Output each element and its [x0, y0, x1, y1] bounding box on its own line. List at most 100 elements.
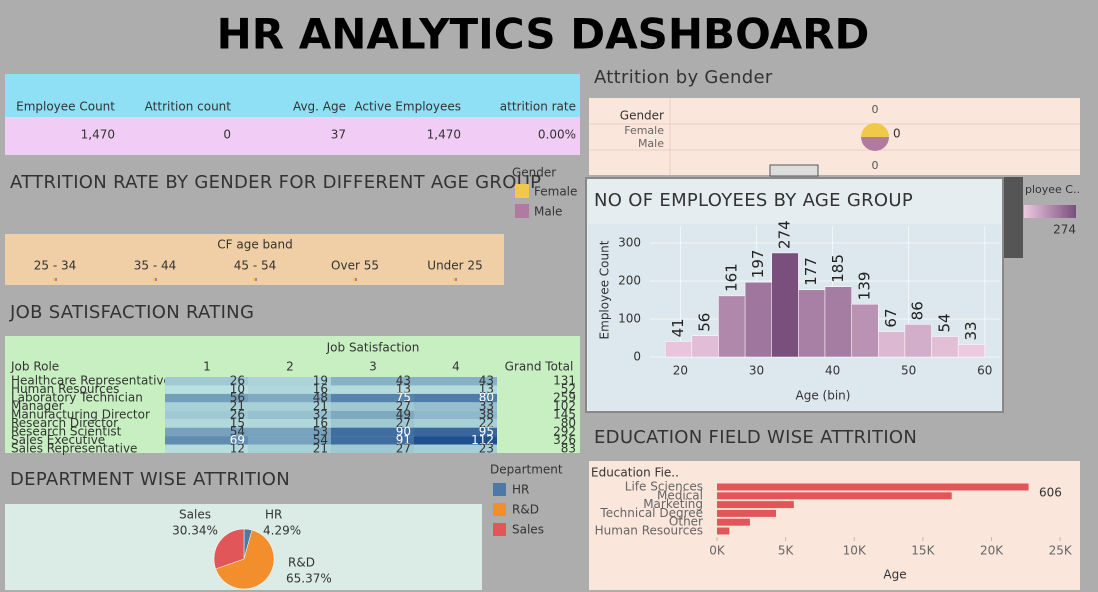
- heat-cell: [331, 377, 414, 386]
- bar: [931, 336, 959, 358]
- legend-swatch: [493, 483, 506, 496]
- x-tick-label: 30: [749, 364, 764, 378]
- x-tick-label: 5K: [778, 544, 795, 558]
- y-tick-label: 300: [618, 236, 641, 250]
- kpi-label: Active Employees: [354, 100, 461, 114]
- cell-label: 23: [479, 441, 494, 455]
- cell-label: 21: [313, 441, 328, 455]
- data-label: 139: [855, 272, 873, 301]
- legend-label: HR: [512, 483, 529, 497]
- total-label: 80: [561, 416, 576, 430]
- category-label: 35 - 44: [134, 259, 177, 273]
- legend-swatch: [493, 523, 506, 536]
- dot: [255, 278, 257, 281]
- heat-cell: [414, 402, 497, 411]
- legend-label: Male: [534, 205, 562, 219]
- heat-cell: [248, 427, 331, 437]
- x-tick-label: 20K: [980, 544, 1004, 558]
- data-label: 274: [776, 220, 794, 249]
- pie-slice: [215, 529, 275, 590]
- category-label: Under 25: [427, 259, 482, 273]
- toolbar: [1004, 177, 1023, 258]
- bar: [717, 527, 730, 535]
- kpi-values: [5, 117, 580, 155]
- row-label: Male: [638, 137, 664, 150]
- column-label: Grand Total: [505, 360, 574, 374]
- cell-label: 13: [396, 382, 411, 396]
- heat-cell: [414, 436, 497, 445]
- category-label: Technical Degree: [599, 506, 703, 520]
- y-tick-label: 0: [633, 350, 641, 364]
- cell-label: 21: [313, 399, 328, 413]
- row-label: Research Scientist: [11, 424, 122, 438]
- bar: [664, 341, 693, 358]
- cell-label: 95: [479, 424, 494, 438]
- x-tick-label: 0K: [709, 544, 726, 558]
- dot: [253, 278, 255, 281]
- kpi-label: Avg. Age: [293, 100, 346, 114]
- cell-label: 27: [396, 441, 411, 455]
- data-label: 197: [749, 250, 767, 279]
- slice-name: R&D: [288, 556, 315, 570]
- kpi-label: attrition rate: [500, 100, 576, 114]
- cell-label: 56: [230, 391, 245, 405]
- bar: [717, 518, 750, 526]
- row-header: Gender: [620, 109, 664, 123]
- chart-title: NO OF EMPLOYEES BY AGE GROUP: [594, 190, 913, 211]
- y-tick-label: 100: [618, 312, 641, 326]
- column-label: 3: [369, 360, 377, 374]
- total-label: 131: [553, 374, 576, 388]
- legend-ramp: [1024, 205, 1076, 218]
- row-label: Sales Representative: [11, 441, 137, 455]
- cell-label: 19: [313, 374, 328, 388]
- heat-cell: [165, 436, 248, 445]
- bar: [771, 252, 799, 358]
- kpi-value: 0.00%: [538, 128, 576, 142]
- cell-label: 80: [479, 391, 494, 405]
- total-label: 292: [553, 424, 576, 438]
- heat-cell: [248, 393, 331, 403]
- data-label: 177: [802, 257, 820, 286]
- legend-label: Female: [534, 185, 577, 199]
- row-label: Female: [624, 124, 664, 137]
- x-tick-label: 50: [901, 364, 916, 378]
- slice-name: Sales: [179, 508, 211, 522]
- cell-label: 26: [230, 408, 245, 422]
- panel: [5, 234, 504, 285]
- dot: [155, 278, 157, 281]
- y-header: Education Fie..: [591, 466, 679, 480]
- cell-label: 15: [230, 416, 245, 430]
- legend-title: Department: [490, 463, 563, 477]
- heat-cell: [331, 393, 414, 403]
- cell-label: 27: [396, 399, 411, 413]
- chart-title: EDUCATION FIELD WISE ATTRITION: [594, 427, 917, 448]
- heat-cell: [248, 444, 331, 453]
- heat-cell: [331, 436, 414, 445]
- heat-cell: [414, 377, 497, 386]
- heat-cell: [414, 410, 497, 420]
- cell-label: 69: [230, 433, 245, 447]
- heat-cell: [248, 385, 331, 394]
- total-label: 52: [561, 382, 576, 396]
- slice-label: 30.34%: [172, 524, 218, 538]
- slice-name: HR: [265, 508, 282, 522]
- bar: [878, 331, 906, 358]
- row-label: Research Director: [11, 416, 118, 430]
- cell-label: 90: [396, 424, 411, 438]
- legend-swatch: [493, 503, 506, 516]
- legend-title: Gender: [512, 166, 556, 180]
- x-tick-label: 40: [825, 364, 840, 378]
- heat-cell: [248, 402, 331, 411]
- bar: [851, 303, 879, 358]
- cell-label: 16: [313, 416, 328, 430]
- heat-cell: [331, 444, 414, 453]
- panel: [589, 98, 1080, 175]
- heat-cell: [414, 427, 497, 437]
- dot: [453, 278, 455, 281]
- heat-cell: [248, 436, 331, 445]
- kpi-header: [5, 74, 580, 117]
- cell-label: 33: [479, 399, 494, 413]
- bar: [717, 492, 952, 500]
- column-label: 1: [203, 360, 211, 374]
